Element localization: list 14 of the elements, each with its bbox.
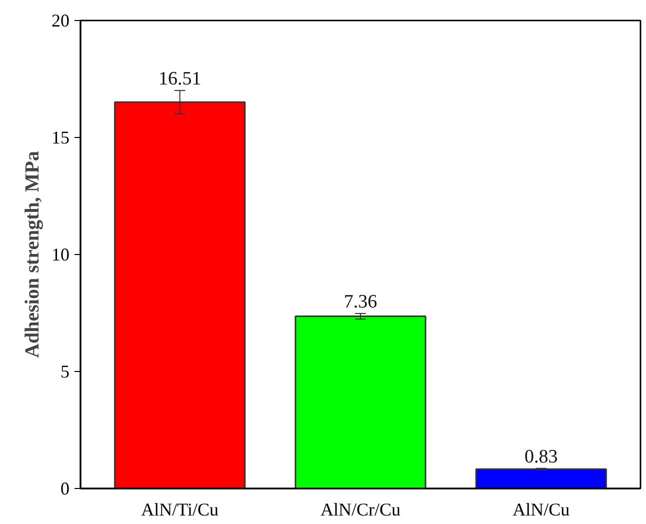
bar bbox=[475, 468, 607, 488]
y-tick-label: 5 bbox=[60, 362, 70, 382]
bar bbox=[294, 316, 426, 488]
x-tick-label: AlN/Cr/Cu bbox=[320, 500, 401, 520]
x-tick-label: AlN/Ti/Cu bbox=[141, 500, 219, 520]
y-tick-label: 20 bbox=[52, 10, 70, 30]
y-tick-label: 0 bbox=[60, 478, 70, 498]
y-tick-label: 10 bbox=[52, 244, 70, 264]
data-label: 16.51 bbox=[158, 68, 202, 90]
data-label: 0.83 bbox=[524, 446, 558, 468]
y-tick-label: 15 bbox=[52, 128, 70, 148]
x-tick-label: AlN/Cu bbox=[512, 500, 570, 520]
y-axis-title: Adhesion strength, MPa bbox=[22, 151, 44, 358]
data-label: 7.36 bbox=[344, 291, 378, 312]
